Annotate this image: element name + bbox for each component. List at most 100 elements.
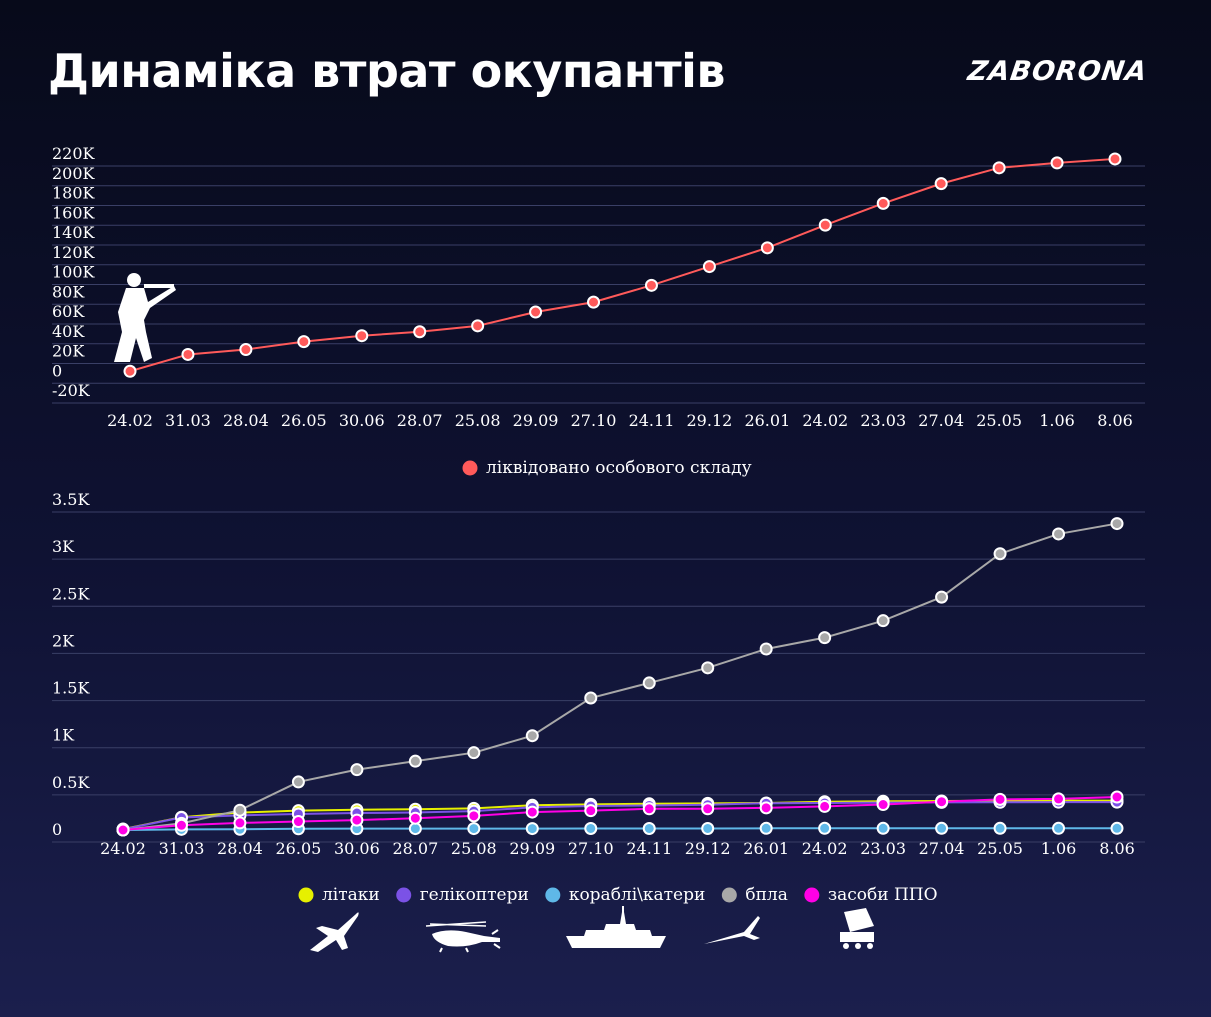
legend-marker: [721, 887, 737, 903]
x-tick-label: 26.01: [743, 839, 789, 858]
legend-item: гелікоптери: [396, 885, 529, 905]
data-point: [1110, 821, 1124, 835]
x-tick-label: 28.07: [392, 839, 438, 858]
data-point: [587, 295, 601, 309]
y-tick-label: 0: [52, 361, 62, 380]
y-tick-label: 160K: [52, 203, 96, 222]
legend-item: літаки: [298, 885, 380, 905]
data-point: [1050, 156, 1064, 170]
x-tick-label: 29.12: [687, 411, 733, 430]
legend-item: бпла: [721, 885, 788, 905]
legend-label: ліквідовано особового складу: [486, 458, 752, 478]
x-tick-label: 26.05: [276, 839, 322, 858]
data-point: [993, 547, 1007, 561]
x-tick-label: 31.03: [159, 839, 205, 858]
data-point: [701, 821, 715, 835]
data-point: [1052, 821, 1066, 835]
x-tick-label: 24.02: [100, 839, 146, 858]
x-tick-label: 28.07: [397, 411, 443, 430]
y-tick-label: -20K: [52, 381, 91, 400]
data-point: [818, 799, 832, 813]
legend-label: засоби ППО: [828, 885, 938, 905]
data-point: [1110, 790, 1124, 804]
data-point: [467, 809, 481, 823]
data-point: [993, 792, 1007, 806]
y-tick-label: 1K: [52, 726, 75, 745]
y-tick-label: 20K: [52, 342, 85, 361]
data-point: [174, 818, 188, 832]
x-tick-label: 29.12: [685, 839, 731, 858]
data-point: [233, 816, 247, 830]
data-point: [701, 661, 715, 675]
data-point: [525, 805, 539, 819]
x-tick-label: 24.02: [802, 839, 848, 858]
legend-label: кораблі\катери: [569, 885, 706, 905]
y-tick-label: 220K: [52, 144, 96, 163]
y-tick-label: 0: [52, 820, 62, 839]
legend-marker: [462, 460, 478, 476]
series-line: [129, 157, 1116, 373]
legend-marker: [396, 887, 412, 903]
data-point: [1108, 152, 1122, 166]
data-point: [642, 676, 656, 690]
x-tick-label: 28.04: [223, 411, 269, 430]
data-point: [584, 691, 598, 705]
data-point: [876, 614, 890, 628]
x-tick-label: 23.03: [860, 839, 906, 858]
y-tick-label: 2.5K: [52, 584, 90, 603]
y-tick-label: 2K: [52, 631, 75, 650]
legend-marker: [804, 887, 820, 903]
data-point: [1052, 527, 1066, 541]
soldier-icon: [114, 273, 176, 362]
data-point: [935, 795, 949, 809]
legend-item: засоби ППО: [804, 885, 938, 905]
series-line: [122, 801, 1118, 831]
x-tick-label: 24.11: [629, 411, 675, 430]
y-tick-label: 100K: [52, 263, 96, 282]
x-tick-label: 27.10: [571, 411, 617, 430]
data-point: [876, 196, 890, 210]
data-point: [935, 590, 949, 604]
x-tick-label: 27.04: [918, 411, 964, 430]
data-point: [644, 278, 658, 292]
x-tick-label: 29.09: [509, 839, 555, 858]
data-point: [1110, 517, 1124, 531]
data-point: [1052, 792, 1066, 806]
data-point: [818, 218, 832, 232]
x-tick-label: 8.06: [1099, 839, 1135, 858]
series-line: [122, 796, 1118, 831]
data-point: [239, 343, 253, 357]
data-point: [350, 763, 364, 777]
data-point: [701, 802, 715, 816]
x-tick-label: 26.01: [744, 411, 790, 430]
drone-icon: [704, 916, 760, 944]
x-tick-label: 24.02: [107, 411, 153, 430]
legend-label: бпла: [745, 885, 788, 905]
data-point: [408, 811, 422, 825]
x-tick-label: 1.06: [1041, 839, 1077, 858]
data-point: [934, 177, 948, 191]
data-point: [408, 822, 422, 836]
data-point: [993, 821, 1007, 835]
x-tick-label: 30.06: [339, 411, 385, 430]
data-point: [291, 815, 305, 829]
x-tick-label: 28.04: [217, 839, 263, 858]
helicopter-icon: [425, 921, 501, 953]
x-tick-label: 27.04: [919, 839, 965, 858]
data-point: [584, 821, 598, 835]
data-point: [702, 260, 716, 274]
x-tick-label: 24.02: [802, 411, 848, 430]
data-point: [413, 325, 427, 339]
series-line: [122, 522, 1118, 831]
legend-label: гелікоптери: [420, 885, 529, 905]
data-point: [116, 823, 130, 837]
series-line: [122, 827, 1117, 831]
y-tick-label: 120K: [52, 243, 96, 262]
x-tick-label: 25.05: [976, 411, 1022, 430]
y-tick-label: 0.5K: [52, 773, 90, 792]
data-point: [818, 821, 832, 835]
data-point: [759, 821, 773, 835]
x-tick-label: 1.06: [1039, 411, 1075, 430]
data-point: [876, 798, 890, 812]
